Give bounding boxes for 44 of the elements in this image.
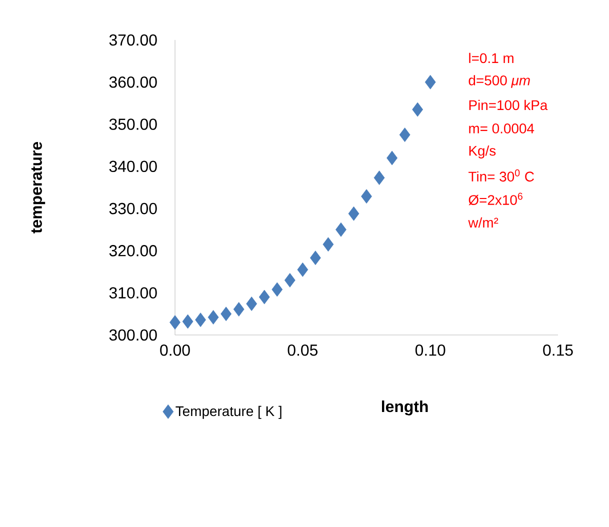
- x-tick-label: 0.15: [543, 344, 573, 356]
- point: [386, 150, 398, 166]
- annotation: d=500 μm: [468, 75, 530, 88]
- y-tick-label: 360.00: [109, 76, 157, 88]
- point: [272, 282, 283, 297]
- point: [322, 237, 334, 252]
- point: [361, 189, 372, 204]
- y-tick-label: 340.00: [109, 160, 157, 172]
- point: [246, 296, 258, 311]
- y-tick-label: 370.00: [109, 34, 157, 46]
- point: [348, 206, 360, 221]
- point: [297, 262, 308, 277]
- x-tick-label: 0.05: [288, 344, 318, 356]
- x-tick-label: 0.10: [415, 344, 446, 356]
- point: [424, 74, 436, 90]
- annotation: Kg/s: [469, 145, 496, 158]
- point: [310, 250, 321, 266]
- x-axis-title: length: [382, 400, 428, 416]
- point: [284, 273, 296, 288]
- y-tick-label: 320.00: [109, 245, 157, 256]
- annotation: m= 0.0004: [469, 124, 534, 134]
- y-axis-title: temperature: [31, 142, 46, 234]
- point: [195, 312, 206, 328]
- y-tick-label: 350.00: [109, 118, 157, 130]
- annotation: Tin= 30$^{0}$ C: [468, 169, 534, 182]
- annotation: Ø=2x10$^{6}$: [468, 192, 522, 206]
- point: [220, 306, 232, 322]
- y-tick-label: 300.00: [109, 329, 157, 341]
- x-tick-label: 0.00: [160, 344, 190, 356]
- annotation: w/m²: [468, 217, 498, 228]
- legend-label: Temperature [ K ]: [176, 406, 282, 419]
- point: [412, 102, 424, 117]
- point: [233, 302, 244, 316]
- point: [399, 128, 410, 142]
- point: [336, 222, 346, 237]
- point: [182, 314, 194, 329]
- annotation: l=0.1 m: [469, 52, 514, 64]
- point: [258, 290, 270, 304]
- y-tick-label: 330.00: [109, 202, 157, 214]
- point: [208, 310, 219, 324]
- annotation: Pin=100 kPa: [469, 100, 548, 110]
- point: [170, 315, 180, 330]
- y-tick-label: 310.00: [109, 287, 157, 298]
- point: [374, 170, 385, 185]
